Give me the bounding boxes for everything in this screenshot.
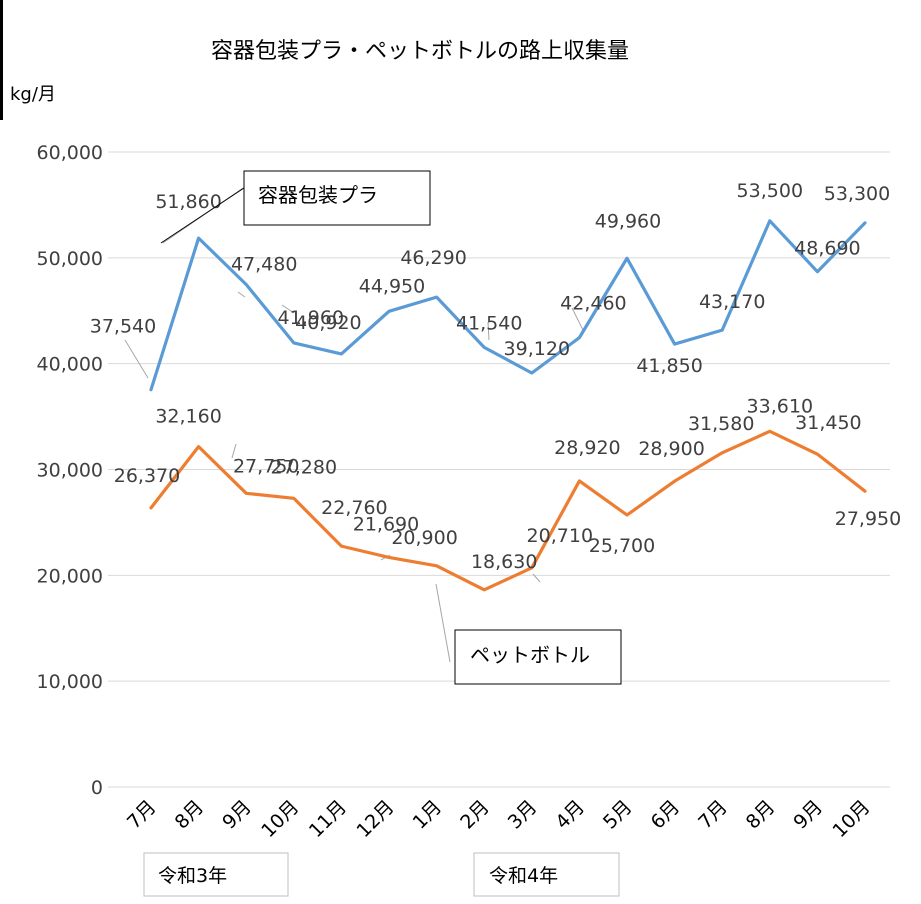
callout-label-pet: ペットボトル bbox=[470, 643, 590, 667]
y-axis-unit-label: kg/月 bbox=[10, 84, 56, 105]
x-tick-label: 10月 bbox=[828, 796, 874, 842]
data-label: 37,540 bbox=[90, 316, 156, 338]
series-lines bbox=[149, 219, 867, 592]
x-tick-label: 1月 bbox=[409, 796, 447, 834]
data-label: 39,120 bbox=[504, 338, 570, 360]
chart-title: 容器包装プラ・ペットボトルの路上収集量 bbox=[211, 39, 629, 64]
data-label: 31,450 bbox=[795, 412, 861, 434]
data-label: 20,900 bbox=[391, 527, 457, 549]
data-label: 22,760 bbox=[321, 497, 387, 519]
data-label: 49,960 bbox=[595, 210, 661, 232]
data-label: 27,750 bbox=[233, 455, 299, 477]
data-label: 44,950 bbox=[359, 275, 425, 297]
year-group-boxes: 令和3年 令和4年 bbox=[143, 852, 620, 897]
data-label: 42,460 bbox=[560, 293, 626, 315]
data-label: 28,900 bbox=[638, 438, 704, 460]
y-tick-label: 60,000 bbox=[37, 142, 103, 164]
data-label: 28,920 bbox=[554, 437, 620, 459]
leader-line bbox=[231, 443, 237, 459]
x-tick-label: 2月 bbox=[456, 796, 494, 834]
x-tick-label: 8月 bbox=[742, 796, 780, 834]
y-tick-label: 0 bbox=[91, 777, 103, 799]
x-tick-label: 3月 bbox=[504, 796, 542, 834]
x-tick-label: 11月 bbox=[305, 796, 351, 842]
data-label: 26,370 bbox=[114, 465, 180, 487]
data-label: 31,580 bbox=[688, 413, 754, 435]
x-tick-label: 4月 bbox=[551, 796, 589, 834]
leader-line bbox=[435, 583, 451, 663]
callout-box-plastic bbox=[243, 170, 431, 226]
x-tick-label: 10月 bbox=[257, 796, 303, 842]
data-label: 40,920 bbox=[295, 312, 361, 334]
left-border bbox=[0, 0, 3, 120]
leader-line bbox=[237, 291, 246, 298]
y-axis-ticks: 0 10,000 20,000 30,000 40,000 50,000 60,000 bbox=[37, 142, 103, 799]
callout-box-pet bbox=[454, 629, 622, 685]
x-tick-label: 9月 bbox=[789, 796, 827, 834]
data-label: 27,280 bbox=[271, 456, 337, 478]
x-tick-label: 12月 bbox=[352, 796, 398, 842]
y-tick-label: 20,000 bbox=[37, 565, 103, 587]
data-label: 53,500 bbox=[737, 180, 803, 202]
x-tick-label: 9月 bbox=[218, 796, 256, 834]
data-label: 20,710 bbox=[527, 525, 593, 547]
data-label: 43,170 bbox=[699, 291, 765, 313]
x-tick-label: 7月 bbox=[694, 796, 732, 834]
y-tick-label: 10,000 bbox=[37, 671, 103, 693]
leader-line bbox=[532, 573, 541, 583]
year-label-r4: 令和4年 bbox=[489, 865, 558, 887]
data-label: 51,860 bbox=[155, 191, 221, 213]
data-label: 21,690 bbox=[353, 513, 419, 535]
callout-label-plastic: 容器包装プラ bbox=[258, 183, 378, 207]
data-label: 18,630 bbox=[471, 551, 537, 573]
data-label: 27,950 bbox=[835, 508, 901, 530]
year-label-r3: 令和3年 bbox=[158, 865, 227, 887]
leader-line bbox=[487, 321, 490, 341]
data-label: 33,610 bbox=[747, 395, 813, 417]
leader-line bbox=[571, 307, 585, 333]
year-box-r3 bbox=[143, 852, 289, 897]
x-axis-ticks: 7月 8月 9月 10月 11月 12月 1月 2月 3月 4月 5月 6月 7月 8月 9月 10月 bbox=[123, 796, 875, 842]
data-label: 53,300 bbox=[824, 183, 890, 205]
series-line-plastic bbox=[149, 219, 867, 392]
x-tick-label: 5月 bbox=[599, 796, 637, 834]
data-label: 41,960 bbox=[278, 307, 344, 329]
data-label: 32,160 bbox=[155, 406, 221, 428]
data-label: 47,480 bbox=[231, 254, 297, 276]
data-label: 25,700 bbox=[589, 535, 655, 557]
y-tick-label: 30,000 bbox=[37, 460, 103, 482]
y-tick-label: 50,000 bbox=[37, 248, 103, 270]
x-tick-label: 6月 bbox=[647, 796, 685, 834]
leader-line bbox=[281, 304, 295, 314]
leader-line bbox=[124, 339, 149, 379]
x-tick-label: 7月 bbox=[123, 796, 161, 834]
data-label: 48,690 bbox=[794, 238, 860, 260]
y-tick-label: 40,000 bbox=[37, 354, 103, 376]
series-line-pet bbox=[149, 429, 867, 592]
gridlines bbox=[108, 151, 890, 788]
x-tick-label: 8月 bbox=[171, 796, 209, 834]
callout-pointer-plastic bbox=[160, 187, 245, 244]
data-label: 41,850 bbox=[636, 355, 702, 377]
year-box-r4 bbox=[473, 852, 620, 897]
data-label: 46,290 bbox=[400, 247, 466, 269]
data-label: 41,540 bbox=[456, 312, 522, 334]
